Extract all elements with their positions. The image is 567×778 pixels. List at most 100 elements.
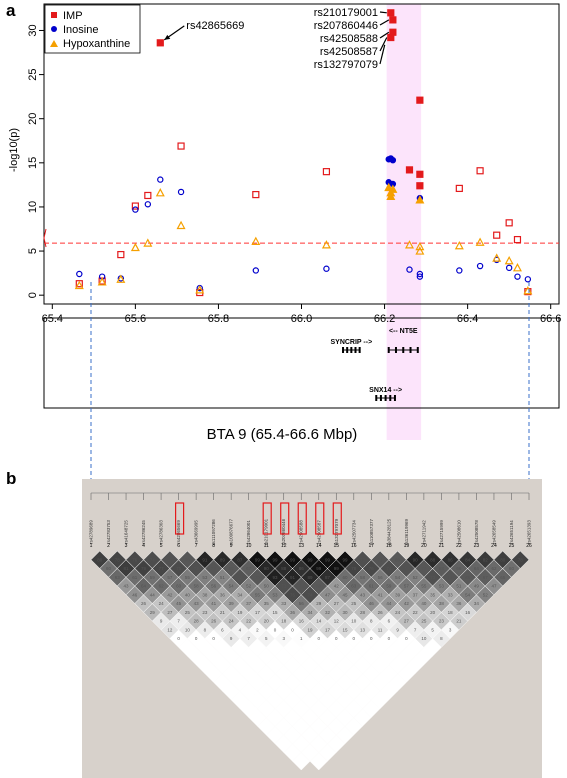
ld-value: 45	[176, 601, 182, 606]
ld-value: 72	[237, 575, 243, 580]
ld-value: 51	[220, 575, 226, 580]
inosine-point	[456, 267, 463, 274]
series-imp	[75, 9, 532, 297]
ld-heatmap: 8060634346262991207881616444242771007679…	[90, 550, 530, 771]
ld-value: 8	[440, 636, 443, 641]
ld-value: 28	[360, 610, 366, 615]
snp-name: rs42651194	[509, 520, 514, 544]
ld-value: 89	[220, 557, 226, 562]
panel-b-label: b	[6, 469, 16, 488]
annotation-arrow	[379, 19, 390, 26]
ld-value: 60	[343, 575, 349, 580]
exon	[384, 395, 387, 401]
ld-value: 2	[256, 627, 259, 632]
hypoxanthine-point	[504, 255, 514, 265]
snp-column-number: 7	[195, 543, 198, 549]
ld-value: 0	[212, 636, 215, 641]
ld-value: 0	[370, 636, 373, 641]
snp-column-number: 14	[316, 543, 322, 549]
ld-value: 76	[369, 566, 375, 571]
ld-value: 56	[211, 584, 217, 589]
snp-name: rs42715999	[439, 520, 444, 544]
ld-value: 54	[465, 592, 471, 597]
ld-value: 9	[160, 619, 163, 624]
exon	[350, 347, 353, 353]
hypoxanthine-point	[404, 240, 414, 249]
ld-value: 60	[509, 566, 515, 571]
x-tick-label: 66.0	[291, 313, 312, 325]
snp-name: rs42508610	[456, 520, 461, 544]
imp-point	[387, 9, 395, 17]
inosine-point	[416, 270, 424, 278]
ld-value: 59	[150, 575, 156, 580]
ld-value: 37	[413, 592, 419, 597]
y-axis: 0 5 10 15 20 25 30	[27, 24, 44, 298]
ld-value: 7	[247, 636, 250, 641]
ld-value: 53	[272, 592, 278, 597]
x-tick-label: 66.2	[374, 313, 395, 325]
exon	[402, 347, 405, 353]
hypoxanthine-point	[176, 220, 186, 230]
ld-value: 63	[115, 575, 121, 580]
region-caption: BTA 9 (65.4-66.6 Mbp)	[207, 426, 358, 443]
ld-value: 12	[167, 627, 173, 632]
ld-value: 46	[132, 592, 138, 597]
ld-value: 12	[334, 619, 340, 624]
ld-value: 65	[500, 575, 506, 580]
highlight-region	[386, 4, 422, 440]
ld-value: 16	[465, 610, 471, 615]
ld-value: 80	[97, 557, 103, 562]
ld-value: 81	[124, 566, 130, 571]
ld-value: 54	[395, 575, 401, 580]
ld-value: 36	[290, 610, 296, 615]
snp-column-number: 22	[456, 543, 462, 549]
ld-value: 88	[281, 566, 287, 571]
ld-value: 58	[194, 584, 200, 589]
imp-point	[156, 39, 164, 47]
ld-value: 0	[291, 627, 294, 632]
exon	[393, 395, 396, 401]
hypoxanthine-point	[415, 246, 425, 255]
ld-value: 29	[316, 601, 322, 606]
imp-point	[493, 231, 501, 239]
ld-value: 70	[421, 566, 427, 571]
ld-value: 5	[431, 627, 434, 632]
ld-value: 80	[500, 557, 506, 562]
ld-value: 40	[185, 592, 191, 597]
ld-value: 75	[176, 566, 182, 571]
ld-value: 42	[167, 592, 173, 597]
snp-highlight-box	[262, 502, 272, 535]
ld-value: 56	[378, 575, 384, 580]
exon	[409, 347, 412, 353]
hypoxanthine-point	[143, 238, 153, 247]
hypoxanthine-point	[454, 240, 464, 250]
hypoxanthine-point	[195, 285, 205, 294]
annotation-arrow	[379, 37, 388, 52]
snp-name: rs42711942	[421, 520, 426, 544]
snp-column-number: 10	[246, 543, 252, 549]
ld-value: 23	[439, 619, 445, 624]
snp-column-number: 21	[439, 543, 445, 549]
imp-point	[416, 170, 424, 178]
snp-name: rs42507734	[351, 520, 356, 544]
ld-value: 71	[299, 584, 305, 589]
inosine-point	[144, 201, 152, 208]
ld-value: 16	[299, 619, 305, 624]
imp-point	[476, 167, 484, 175]
ld-value: 7	[177, 619, 180, 624]
exon	[394, 347, 397, 353]
hypoxanthine-point	[415, 241, 425, 251]
snp-name: rs111097286	[211, 519, 216, 545]
ld-value: 26	[378, 610, 384, 615]
annotation-label: rs42508587	[320, 46, 378, 58]
ld-value: 60	[106, 566, 112, 571]
ld-value: 4	[239, 627, 242, 632]
x-tick-label: 65.4	[42, 313, 63, 325]
imp-point	[252, 190, 260, 199]
ld-value: 59	[386, 584, 392, 589]
ld-value: 88	[430, 557, 436, 562]
snp-column-number: 3	[125, 543, 128, 549]
ld-value: 5	[265, 636, 268, 641]
ld-value: 99	[307, 557, 313, 562]
series-hypoxanthine	[74, 182, 533, 295]
